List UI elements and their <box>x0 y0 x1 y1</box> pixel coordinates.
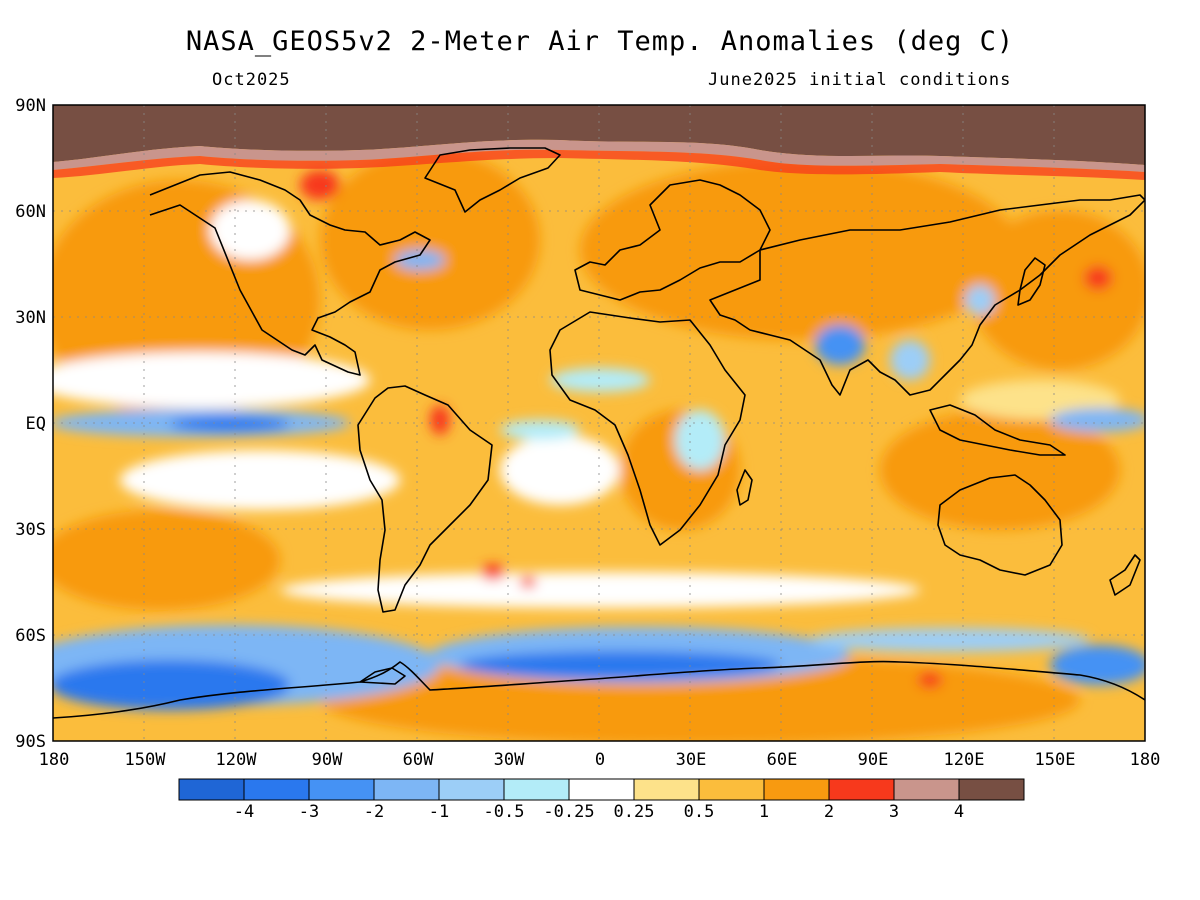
colorbar-swatch <box>503 778 570 801</box>
arctic-warm-band <box>53 149 1145 180</box>
x-tick-label: 30E <box>675 750 707 770</box>
initial-conditions-label: June2025 initial conditions <box>708 70 1012 90</box>
colorbar-swatch <box>958 778 1025 801</box>
polar-fringe <box>53 139 1145 172</box>
map-frame <box>52 104 1146 742</box>
colorbar-swatch <box>893 778 960 801</box>
x-tick-label: 180 <box>1129 750 1161 770</box>
y-tick-label: 90S <box>15 732 46 752</box>
japan-coast <box>1017 257 1046 306</box>
coastlines <box>53 147 1145 719</box>
colorbar <box>178 778 1025 801</box>
y-tick-label: 90N <box>15 96 46 116</box>
colorbar-label: -2 <box>363 802 385 822</box>
north-america-coast <box>149 171 431 376</box>
maritime-asia-coast <box>929 404 1066 456</box>
anomaly-patches <box>53 150 1145 741</box>
colorbar-swatch <box>828 778 895 801</box>
colorbar-label: 4 <box>953 802 965 822</box>
map-title: NASA_GEOS5v2 2-Meter Air Temp. Anomalies… <box>185 26 1015 57</box>
y-tick-label: EQ <box>25 414 46 434</box>
x-tick-label: 0 <box>594 750 606 770</box>
y-tick-label: 30S <box>15 520 46 540</box>
colorbar-swatch <box>633 778 700 801</box>
colorbar-label: -4 <box>233 802 255 822</box>
y-tick-label: 30N <box>15 308 46 328</box>
colorbar-label: -1 <box>428 802 450 822</box>
map-field <box>53 105 1145 741</box>
colorbar-label: 0.25 <box>613 802 655 822</box>
colorbar-label: 0.5 <box>683 802 715 822</box>
colorbar-label: 2 <box>823 802 835 822</box>
x-tick-label: 120E <box>943 750 985 770</box>
y-tick-label: 60N <box>15 202 46 222</box>
x-tick-label: 90E <box>857 750 889 770</box>
colorbar-label: -0.25 <box>543 802 595 822</box>
colorbar-label: -0.5 <box>483 802 525 822</box>
europe-coast <box>574 179 771 301</box>
x-tick-label: 150E <box>1034 750 1076 770</box>
greenland-coast <box>424 147 561 213</box>
colorbar-swatch <box>243 778 310 801</box>
colorbar-swatch <box>178 778 245 801</box>
colorbar-swatch <box>373 778 440 801</box>
x-tick-label: 150W <box>124 750 166 770</box>
x-tick-label: 60W <box>402 750 434 770</box>
colorbar-swatch <box>308 778 375 801</box>
antarctic-peninsula-coast <box>359 667 406 685</box>
antarctica-coast <box>53 660 1145 719</box>
x-tick-label: 180 <box>38 750 70 770</box>
graticule <box>53 105 1145 741</box>
forecast-month-label: Oct2025 <box>212 70 291 90</box>
x-tick-label: 60E <box>766 750 798 770</box>
south-america-coast <box>357 385 493 613</box>
colorbar-swatch <box>698 778 765 801</box>
polar-cap <box>53 105 1145 165</box>
colorbar-swatch <box>763 778 830 801</box>
new-zealand-coast <box>1109 554 1141 596</box>
colorbar-label: -3 <box>298 802 320 822</box>
x-tick-label: 120W <box>215 750 257 770</box>
y-tick-label: 60S <box>15 626 46 646</box>
africa-coast <box>549 311 746 546</box>
australia-coast <box>937 474 1063 576</box>
x-tick-label: 90W <box>311 750 343 770</box>
madagascar-coast <box>736 469 753 506</box>
asia-coast <box>709 194 1145 396</box>
colorbar-label: 1 <box>758 802 770 822</box>
colorbar-swatch <box>438 778 505 801</box>
colorbar-swatch <box>568 778 635 801</box>
colorbar-label: 3 <box>888 802 900 822</box>
x-tick-label: 30W <box>493 750 525 770</box>
